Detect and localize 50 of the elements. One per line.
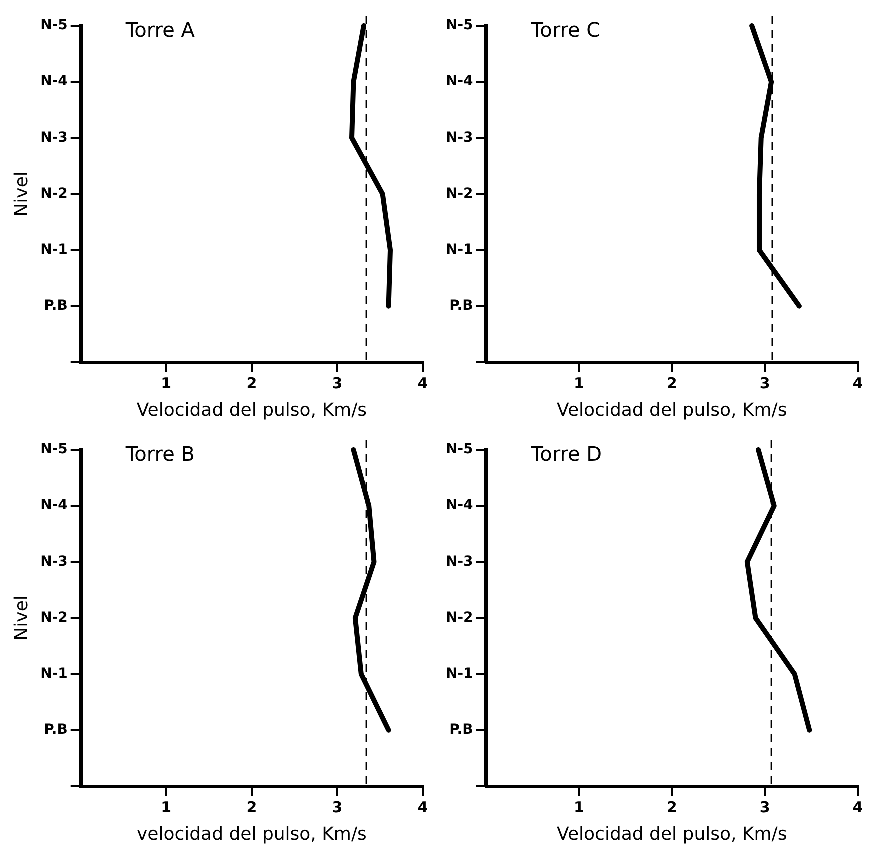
y-tick-label: N-5 — [40, 442, 68, 458]
x-tick-label: 1 — [574, 798, 584, 816]
x-tick-label: 3 — [760, 798, 770, 816]
x-tick-label: 4 — [852, 374, 864, 392]
y-tick-label: N-3 — [446, 130, 474, 146]
chart-title: Torre A — [124, 18, 196, 42]
y-tick-label: N-4 — [446, 498, 474, 514]
x-tick-label: 2 — [246, 374, 258, 392]
y-tick-label: N-5 — [446, 18, 474, 34]
y-tick-label: N-5 — [40, 18, 68, 34]
y-tick-label: N-5 — [446, 442, 474, 458]
y-tick-label: N-1 — [446, 242, 474, 258]
y-tick-label: N-4 — [446, 74, 474, 90]
x-tick-label: 3 — [760, 374, 770, 392]
x-tick-label: 4 — [852, 798, 864, 816]
chart-title: Torre D — [530, 442, 602, 466]
x-axis-title: Velocidad del pulso, Km/s — [557, 400, 788, 421]
y-tick-label: N-2 — [446, 186, 474, 202]
y-axis-title: Nivel — [11, 596, 32, 641]
y-tick-label: P.B — [450, 722, 474, 738]
y-tick-label: N-2 — [40, 186, 68, 202]
y-axis-title: Nivel — [11, 172, 32, 217]
x-axis-title: velocidad del pulso, Km/s — [136, 824, 367, 845]
y-tick-label: P.B — [44, 722, 68, 738]
x-axis-title: Velocidad del pulso, Km/s — [136, 400, 368, 421]
x-tick-label: 2 — [666, 374, 678, 392]
y-tick-label: N-4 — [40, 498, 68, 514]
x-tick-label: 4 — [418, 798, 428, 816]
y-tick-label: N-4 — [40, 74, 68, 90]
x-tick-label: 3 — [332, 798, 343, 816]
y-tick-label: N-3 — [40, 554, 68, 570]
y-tick-label: N-1 — [40, 666, 68, 682]
x-tick-label: 1 — [574, 374, 584, 392]
x-tick-label: 1 — [161, 374, 172, 392]
y-tick-label: N-1 — [446, 666, 474, 682]
x-tick-label: 1 — [161, 798, 172, 816]
y-tick-label: P.B — [450, 298, 474, 314]
y-tick-label: N-3 — [40, 130, 68, 146]
x-tick-label: 2 — [666, 798, 678, 816]
y-tick-label: N-2 — [40, 610, 68, 626]
x-tick-label: 3 — [332, 374, 343, 392]
x-tick-label: 2 — [246, 798, 258, 816]
x-tick-label: 4 — [418, 374, 428, 392]
y-tick-label: P.B — [44, 298, 68, 314]
y-tick-label: N-3 — [446, 554, 474, 570]
chart-title: Torre B — [124, 442, 195, 466]
y-tick-label: N-1 — [40, 242, 68, 258]
y-tick-label: N-2 — [446, 610, 474, 626]
chart-title: Torre C — [530, 18, 601, 42]
x-axis-title: Velocidad del pulso, Km/s — [557, 824, 788, 845]
